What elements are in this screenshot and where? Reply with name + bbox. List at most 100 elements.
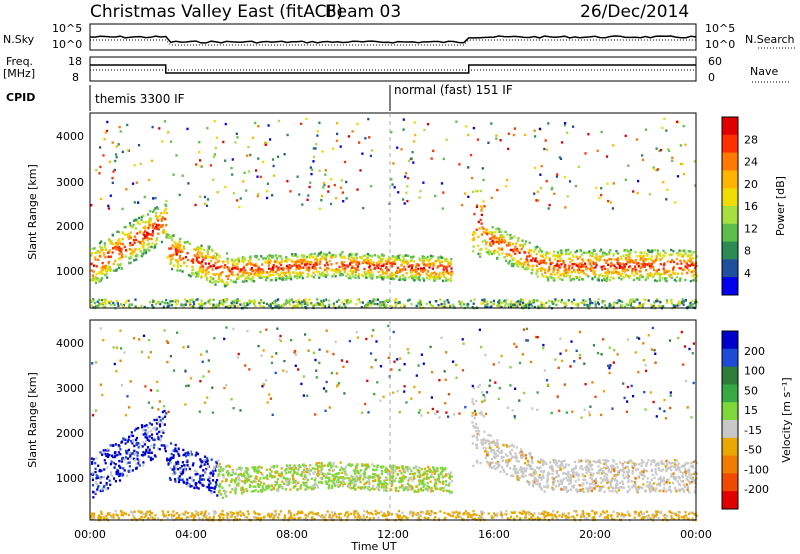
- echo-cell: [306, 198, 309, 201]
- echo-cell: [419, 474, 422, 477]
- echo-cell: [688, 491, 691, 494]
- echo-cell: [447, 301, 450, 304]
- echo-cell: [100, 271, 103, 274]
- echo-cell: [553, 266, 556, 269]
- echo-cell: [665, 129, 668, 132]
- echo-cell: [171, 257, 174, 260]
- echo-cell: [356, 188, 359, 191]
- echo-cell: [598, 255, 601, 258]
- echo-cell: [105, 481, 108, 485]
- echo-cell: [557, 264, 560, 267]
- echo-cell: [318, 273, 321, 276]
- echo-cell: [401, 278, 404, 281]
- echo-cell: [365, 259, 368, 262]
- echo-cell: [508, 445, 511, 448]
- echo-cell: [521, 265, 524, 269]
- echo-cell: [404, 254, 407, 257]
- echo-cell: [247, 145, 250, 149]
- echo-cell: [206, 457, 209, 460]
- echo-cell: [133, 235, 136, 238]
- echo-cell: [365, 466, 368, 469]
- echo-cell: [615, 473, 618, 477]
- echo-cell: [127, 234, 130, 237]
- echo-cell: [659, 254, 662, 257]
- echo-cell: [543, 461, 546, 464]
- echo-cell: [186, 127, 189, 131]
- echo-cell: [129, 252, 132, 255]
- echo-cell: [520, 248, 523, 251]
- echo-cell: [196, 253, 199, 256]
- echo-cell: [274, 254, 277, 257]
- echo-cell: [289, 190, 292, 193]
- echo-cell: [577, 265, 580, 268]
- echo-cell: [161, 140, 164, 143]
- echo-cell: [99, 249, 102, 252]
- echo-cell: [118, 248, 121, 251]
- echo-cell: [402, 303, 405, 306]
- echo-cell: [467, 195, 470, 198]
- echo-cell: [339, 272, 342, 276]
- echo-cell: [159, 439, 162, 442]
- echo-cell: [195, 163, 198, 166]
- echo-cell: [262, 275, 266, 278]
- echo-cell: [144, 221, 147, 224]
- echo-cell: [482, 231, 485, 234]
- echo-cell: [496, 188, 499, 192]
- echo-cell: [323, 464, 326, 467]
- echo-cell: [262, 269, 265, 273]
- echo-cell: [313, 483, 316, 486]
- echo-cell: [407, 159, 410, 163]
- echo-cell: [437, 304, 440, 307]
- echo-cell: [573, 467, 576, 470]
- echo-cell: [432, 469, 435, 472]
- echo-cell: [682, 483, 685, 486]
- echo-cell: [666, 270, 669, 273]
- echo-cell: [113, 168, 116, 172]
- echo-cell: [102, 252, 105, 255]
- echo-cell: [627, 469, 630, 472]
- echo-cell: [92, 458, 95, 461]
- echo-cell: [257, 157, 260, 160]
- echo-cell: [641, 275, 644, 279]
- echo-cell: [414, 265, 418, 269]
- echo-cell: [337, 306, 340, 309]
- echo-cell: [472, 386, 475, 390]
- date-label: 26/Dec/2014: [580, 2, 689, 22]
- echo-cell: [578, 268, 581, 271]
- echo-cell: [611, 263, 614, 267]
- echo-cell: [169, 478, 172, 481]
- echo-cell: [571, 263, 574, 266]
- echo-cell: [326, 266, 329, 270]
- echo-cell: [573, 269, 576, 272]
- echo-cell: [243, 256, 246, 260]
- echo-cell: [364, 272, 367, 275]
- echo-cell: [416, 475, 420, 478]
- echo-cell: [657, 268, 660, 271]
- echo-cell: [271, 268, 274, 272]
- echo-cell: [484, 242, 488, 246]
- echo-cell: [690, 261, 693, 264]
- echo-cell: [365, 306, 368, 309]
- echo-cell: [329, 202, 333, 206]
- echo-cell: [684, 299, 687, 302]
- echo-cell: [166, 444, 169, 447]
- echo-cell: [496, 449, 499, 452]
- echo-cell: [406, 177, 410, 180]
- echo-cell: [677, 300, 680, 303]
- echo-cell: [690, 263, 693, 266]
- echo-cell: [379, 274, 382, 277]
- echo-cell: [430, 275, 433, 278]
- echo-cell: [227, 267, 230, 270]
- echo-cell: [137, 144, 141, 147]
- echo-cell: [637, 179, 640, 183]
- echo-cell: [606, 259, 609, 262]
- echo-cell: [488, 442, 491, 446]
- echo-cell: [269, 304, 272, 308]
- echo-cell: [538, 482, 541, 486]
- echo-cell: [232, 301, 235, 304]
- echo-cell: [349, 259, 353, 262]
- echo-cell: [392, 162, 395, 165]
- echo-cell: [406, 199, 409, 203]
- echo-cell: [289, 266, 292, 270]
- echo-cell: [619, 262, 622, 265]
